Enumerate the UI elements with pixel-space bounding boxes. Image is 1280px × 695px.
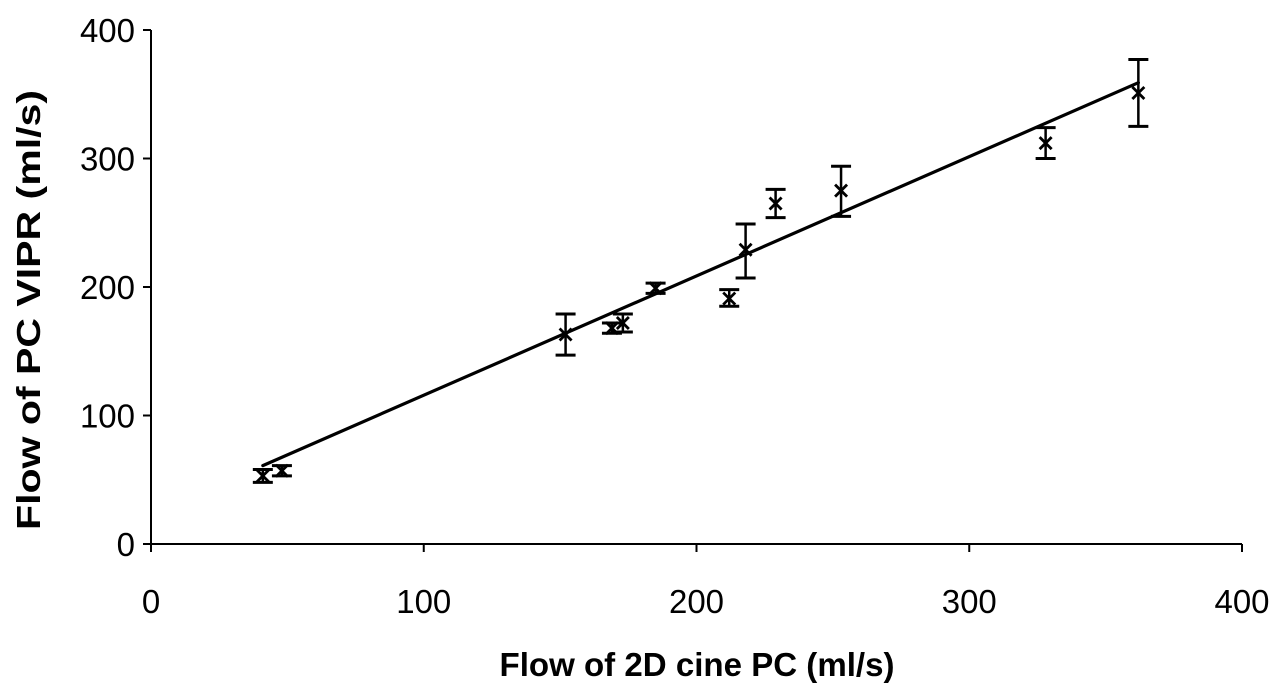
x-marker-stroke: [604, 321, 619, 336]
tick-labels: 0 100 200 300 400 0 100 200 300 400: [80, 12, 1270, 620]
x-tick-label: 400: [1214, 583, 1269, 620]
x-marker-stroke: [255, 468, 270, 483]
x-tick-label: 100: [396, 583, 451, 620]
y-axis-title: Flow of PC VIPR (ml/s): [10, 90, 47, 530]
y-tick-label: 400: [80, 12, 135, 49]
data-points-group: [252, 58, 1149, 484]
x-tick-label: 200: [669, 583, 724, 620]
x-marker-stroke: [722, 291, 737, 306]
data-point: [1035, 126, 1056, 160]
x-marker-stroke: [615, 315, 630, 330]
x-axis-title: Flow of 2D cine PC (ml/s): [500, 646, 895, 683]
y-tick-label: 200: [80, 269, 135, 306]
data-point: [271, 463, 292, 478]
axes: [143, 29, 1243, 552]
data-point: [735, 222, 756, 280]
y-tick-label: 100: [80, 398, 135, 435]
y-tick-label: 300: [80, 141, 135, 178]
x-marker-stroke: [834, 183, 849, 198]
x-marker-stroke: [1131, 85, 1146, 100]
x-marker-stroke: [768, 196, 783, 211]
y-tick-label: 0: [117, 526, 135, 563]
x-tick-label: 0: [142, 583, 160, 620]
x-marker-stroke: [648, 281, 663, 296]
data-point: [719, 288, 740, 308]
regression-line: [261, 81, 1140, 468]
data-point: [252, 467, 273, 484]
x-marker-stroke: [558, 327, 573, 342]
data-point: [555, 312, 576, 357]
data-point: [831, 164, 852, 218]
x-marker-stroke: [1038, 136, 1053, 151]
data-point: [612, 312, 633, 334]
data-point: [645, 281, 666, 296]
x-tick-label: 300: [942, 583, 997, 620]
data-point: [765, 187, 786, 220]
data-point: [1128, 58, 1149, 128]
x-marker-stroke: [738, 242, 753, 257]
x-marker-stroke: [274, 463, 289, 478]
regression-line-group: [261, 81, 1140, 468]
